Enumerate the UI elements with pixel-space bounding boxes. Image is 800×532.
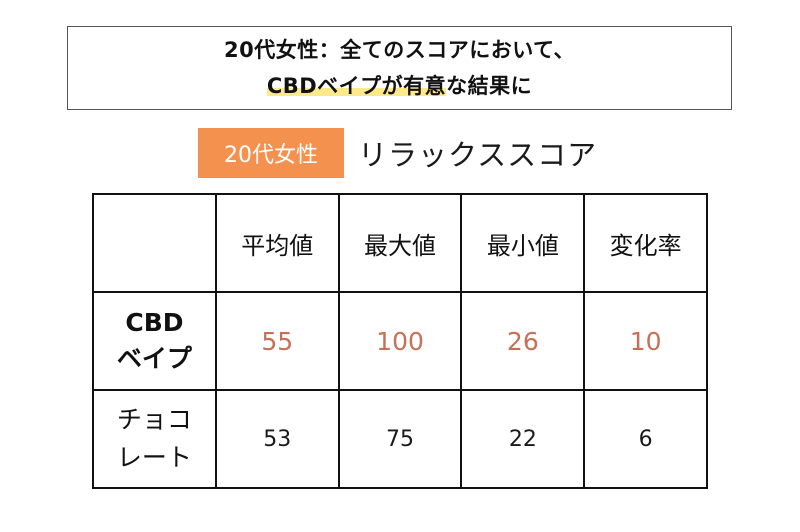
cell-cbd-max: 100 bbox=[337, 291, 463, 391]
cell-chocolate-mean: 53 bbox=[214, 389, 340, 489]
table-row-cbd-vape: CBD ベイプ 55 100 26 10 bbox=[92, 291, 708, 391]
row-label-line-1: CBD bbox=[125, 308, 184, 337]
headline-highlight: CBDベイプが有意 bbox=[266, 74, 447, 98]
cell-cbd-min: 26 bbox=[460, 291, 586, 391]
headline-line-1: 20代女性：全てのスコアにおいて、 bbox=[223, 38, 576, 62]
cell-cbd-change-rate: 10 bbox=[583, 291, 708, 391]
column-header-change-rate: 変化率 bbox=[583, 193, 708, 293]
score-table: 平均値 最大値 最小値 変化率 CBD ベイプ 55 100 26 10 チョコ… bbox=[92, 193, 708, 489]
subtitle-row: 20代女性 リラックススコア bbox=[0, 128, 800, 178]
row-label-chocolate: チョコ レート bbox=[92, 389, 217, 489]
row-label-line-1: チョコ bbox=[116, 405, 192, 434]
cell-cbd-mean: 55 bbox=[214, 291, 340, 391]
row-label-cbd-vape: CBD ベイプ bbox=[92, 291, 217, 391]
headline-line-2: CBDベイプが有意な結果に bbox=[266, 68, 533, 104]
cell-chocolate-change-rate: 6 bbox=[583, 389, 708, 489]
corner-cell bbox=[92, 193, 217, 293]
column-header-max: 最大値 bbox=[337, 193, 463, 293]
table-header-row: 平均値 最大値 最小値 変化率 bbox=[92, 193, 708, 293]
row-label-line-2: レート bbox=[116, 443, 192, 472]
column-header-mean: 平均値 bbox=[214, 193, 340, 293]
score-title: リラックススコア bbox=[358, 138, 598, 172]
cell-chocolate-min: 22 bbox=[460, 389, 586, 489]
column-header-min: 最小値 bbox=[460, 193, 586, 293]
row-label-line-2: ベイプ bbox=[116, 344, 192, 373]
headline-line-2-rest: な結果に bbox=[446, 74, 533, 98]
headline-box: 20代女性：全てのスコアにおいて、 CBDベイプが有意な結果に bbox=[67, 26, 732, 110]
segment-tag: 20代女性 bbox=[198, 128, 344, 178]
cell-chocolate-max: 75 bbox=[337, 389, 463, 489]
table-row-chocolate: チョコ レート 53 75 22 6 bbox=[92, 389, 708, 489]
